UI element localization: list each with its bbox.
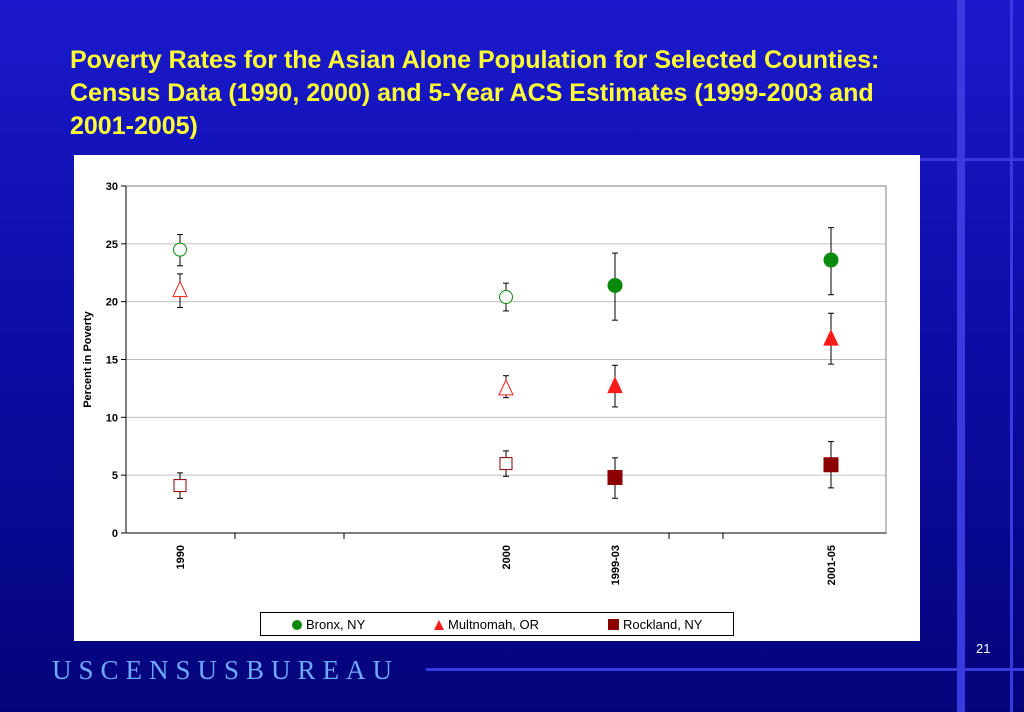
legend-label-bronx: Bronx, NY [306,617,366,632]
legend-item-multnomah: Multnomah, OR [433,617,539,632]
data-point-rockland [823,457,839,473]
page-number: 21 [976,641,991,656]
data-point-multnomah [172,280,188,298]
data-point-multnomah [607,376,623,394]
y-tick-label: 25 [106,239,118,251]
data-point-bronx [607,277,623,293]
y-tick-label: 20 [106,297,118,309]
y-tick-label: 10 [106,412,118,424]
data-point-bronx [823,252,839,268]
data-point-bronx [173,242,187,257]
data-point-rockland [173,479,187,493]
y-tick-label: 30 [106,181,118,193]
data-point-multnomah [823,328,839,346]
y-tick-label: 5 [112,470,118,482]
y-tick-label: 15 [106,355,118,367]
legend-item-bronx: Bronx, NY [291,617,365,632]
decor-vertical-line-1 [957,0,965,712]
x-tick-label: 1999-03 [610,545,622,585]
decor-horizontal-line [920,158,1024,161]
x-tick-label: 2000 [501,545,513,569]
decor-vertical-line-2 [1010,0,1013,712]
chart-panel: 0 5 10 15 20 25 30 1990 2000 1999-03 2001-05 Percen… [74,155,920,641]
legend-label-rockland: Rockland, NY [623,617,703,632]
data-point-multnomah [498,378,514,396]
slide-title: Poverty Rates for the Asian Alone Popula… [70,46,880,140]
data-point-rockland [607,469,623,485]
legend-label-multnomah: Multnomah, OR [448,617,540,632]
census-bureau-logo: USCENSUSBUREAU [52,655,400,685]
legend-item-rockland: Rockland, NY [607,617,702,632]
y-tick-label: 0 [112,528,118,540]
footer-rule [426,668,1024,671]
chart-legend: Bronx, NY Multnomah, OR Rockland, NY [260,612,734,636]
x-tick-label: 2001-05 [826,545,838,585]
data-point-bronx [499,290,513,305]
data-point-rockland [499,457,513,471]
poverty-chart: 0 5 10 15 20 25 30 1990 2000 1999-03 2001-05 Percen… [82,181,887,585]
y-axis-title: Percent in Poverty [82,310,94,407]
x-tick-label: 1990 [175,545,187,569]
